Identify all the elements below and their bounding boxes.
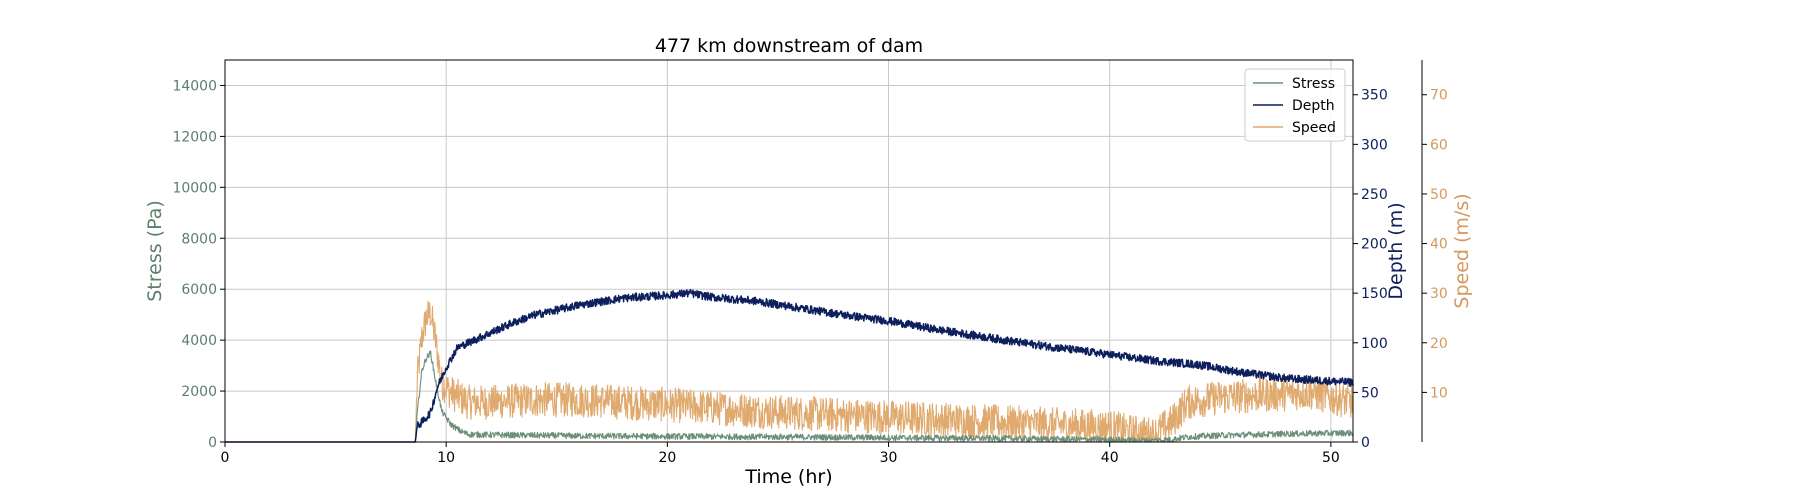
legend: Stress Depth Speed [1244, 68, 1346, 142]
plot-frame [224, 59, 1354, 443]
legend-label-depth: Depth [1292, 98, 1335, 114]
y-right-depth-tick-label: 150 [1361, 286, 1388, 302]
y-right-depth-tick-label: 0 [1361, 435, 1370, 451]
y-left-tick-label: 10000 [172, 180, 217, 196]
x-tick-label: 30 [880, 450, 898, 466]
x-tick-label: 20 [658, 450, 676, 466]
y-right-speed-tick-label: 10 [1430, 385, 1448, 401]
y-right-depth-tick-label: 200 [1361, 237, 1388, 253]
y-axis-right-depth-label: Depth (m) [1385, 202, 1407, 299]
x-tick-label: 40 [1101, 450, 1119, 466]
x-tick-label: 50 [1322, 450, 1340, 466]
legend-box [1244, 68, 1346, 142]
y-left-tick-label: 0 [208, 435, 217, 451]
y-right-speed-tick-label: 70 [1430, 88, 1448, 104]
legend-items: Stress Depth Speed [1253, 76, 1336, 136]
series-line-stress [224, 350, 1354, 443]
series-line-speed [224, 300, 1354, 443]
chart-title: 477 km downstream of dam [655, 35, 923, 57]
axes: 0 10 20 30 40 5002000400060008000100001200014… [172, 60, 1448, 466]
y-right-speed-tick-label: 20 [1430, 336, 1448, 352]
y-right-depth-tick-label: 300 [1361, 137, 1388, 153]
y-axis-left-label: Stress (Pa) [144, 200, 166, 302]
y-right-depth-tick-label: 50 [1361, 385, 1379, 401]
x-axis-label: Time (hr) [744, 466, 832, 488]
legend-label-stress: Stress [1292, 76, 1335, 92]
y-left-tick-label: 6000 [181, 282, 217, 298]
y-right-speed-tick-label: 30 [1430, 286, 1448, 302]
y-left-tick-label: 12000 [172, 129, 217, 145]
grid [224, 60, 1353, 443]
y-right-depth-tick-label: 250 [1361, 187, 1388, 203]
y-right-depth-tick-label: 350 [1361, 88, 1388, 104]
y-right-speed-tick-label: 60 [1430, 137, 1448, 153]
series-lines [224, 288, 1354, 443]
y-left-tick-label: 8000 [181, 231, 217, 247]
legend-label-speed: Speed [1292, 120, 1336, 136]
x-tick-label: 10 [437, 450, 455, 466]
y-right-speed-tick-label: 50 [1430, 187, 1448, 203]
y-right-speed-tick-label: 40 [1430, 237, 1448, 253]
x-tick-label: 0 [221, 450, 230, 466]
y-left-tick-label: 4000 [181, 333, 217, 349]
y-axis-right-speed-label: Speed (m/s) [1451, 193, 1473, 308]
y-left-tick-label: 14000 [172, 78, 217, 94]
y-right-depth-tick-label: 100 [1361, 336, 1388, 352]
y-left-tick-label: 2000 [181, 384, 217, 400]
